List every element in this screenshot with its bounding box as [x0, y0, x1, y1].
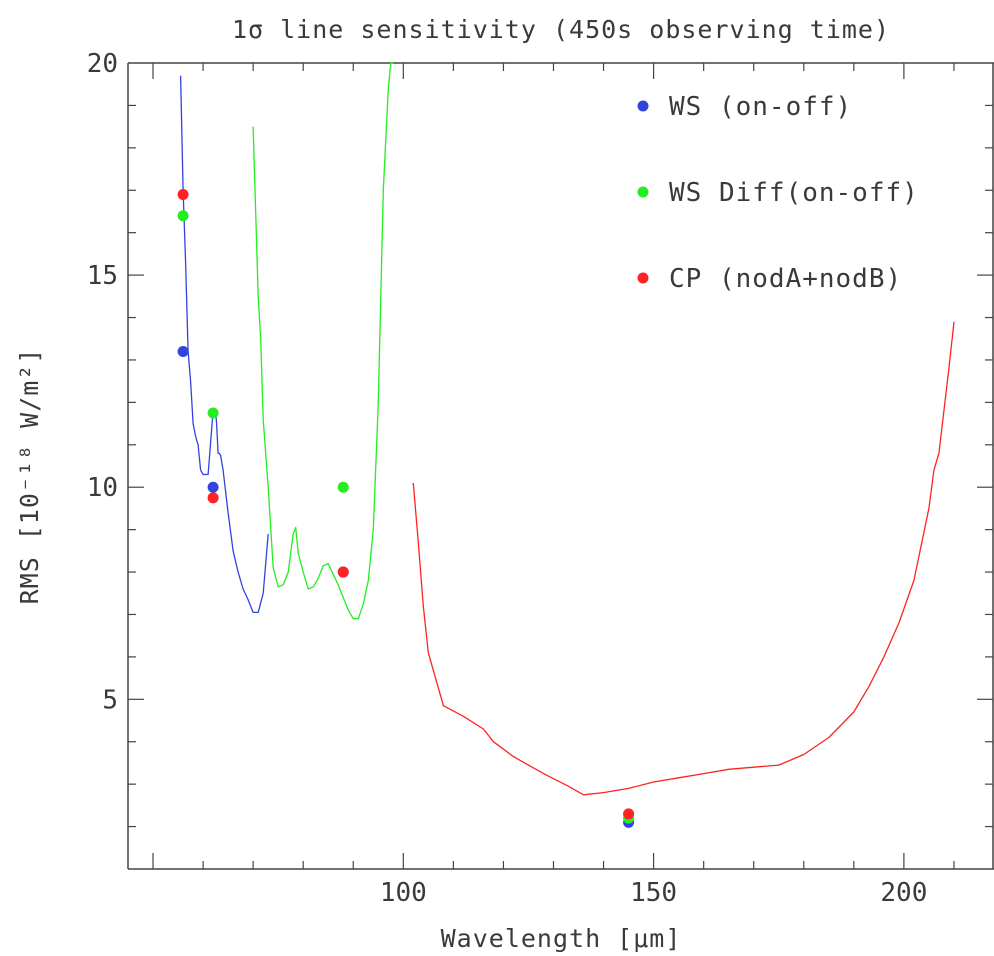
plot-axes [127, 62, 994, 870]
red-sensitivity-curve [412, 321, 955, 796]
green-data-point [337, 481, 349, 493]
legend: WS (on-off) WS Diff(on-off) CP (nodA+nodB) [637, 92, 919, 294]
x-tick-label: 100 [380, 878, 427, 908]
legend-label: WS (on-off) [669, 92, 852, 122]
red-data-point [337, 566, 349, 578]
y-tick-label: 10 [87, 473, 118, 503]
red-data-point [177, 189, 189, 201]
points-layer [177, 189, 635, 828]
y-axis-title: RMS [10⁻¹⁸ W/m²] [15, 348, 44, 605]
legend-marker-red [637, 272, 649, 284]
legend-label: WS Diff(on-off) [669, 178, 919, 208]
red-data-point [623, 808, 635, 820]
blue-data-point [207, 481, 219, 493]
y-tick-label: 15 [87, 261, 118, 291]
blue-sensitivity-curve [179, 75, 269, 614]
ticks-layer: 100 150 200 5 10 15 20 [87, 49, 993, 908]
green-sensitivity-curve [252, 62, 394, 620]
legend-marker-green [637, 186, 649, 198]
y-tick-label: 20 [87, 49, 118, 79]
blue-data-point [177, 345, 189, 357]
chart-title: 1σ line sensitivity (450s observing time… [232, 15, 890, 44]
green-data-point [207, 407, 219, 419]
legend-label: CP (nodA+nodB) [669, 264, 902, 294]
curves-layer [179, 62, 955, 796]
red-data-point [207, 492, 219, 504]
x-tick-label: 200 [880, 878, 927, 908]
green-data-point [177, 210, 189, 222]
legend-marker-blue [637, 100, 649, 112]
x-tick-label: 150 [630, 878, 677, 908]
y-tick-label: 5 [102, 685, 118, 715]
x-axis-title: Wavelength [μm] [441, 924, 682, 953]
